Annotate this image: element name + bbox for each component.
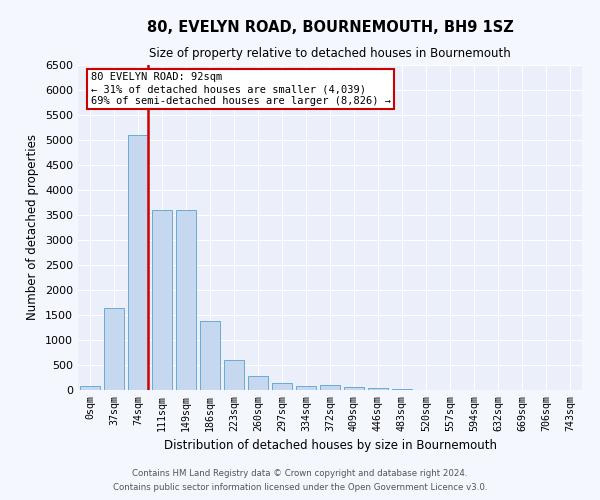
Bar: [272, 382, 292, 390]
Bar: [128, 135, 148, 390]
Bar: [176, 210, 196, 390]
Bar: [392, 388, 412, 390]
Bar: [224, 360, 244, 390]
Bar: [320, 385, 340, 390]
Bar: [296, 386, 316, 390]
Bar: [344, 387, 364, 390]
Bar: [104, 308, 124, 390]
Text: Contains public sector information licensed under the Open Government Licence v3: Contains public sector information licen…: [113, 484, 487, 492]
Bar: [200, 321, 220, 390]
Text: 80, EVELYN ROAD, BOURNEMOUTH, BH9 1SZ: 80, EVELYN ROAD, BOURNEMOUTH, BH9 1SZ: [146, 20, 514, 35]
Bar: [152, 210, 172, 390]
Bar: [368, 388, 388, 390]
Bar: [248, 376, 268, 390]
Text: 80 EVELYN ROAD: 92sqm
← 31% of detached houses are smaller (4,039)
69% of semi-d: 80 EVELYN ROAD: 92sqm ← 31% of detached …: [91, 72, 391, 106]
Y-axis label: Number of detached properties: Number of detached properties: [26, 134, 40, 320]
Text: Contains HM Land Registry data © Crown copyright and database right 2024.: Contains HM Land Registry data © Crown c…: [132, 468, 468, 477]
Bar: [80, 386, 100, 390]
X-axis label: Distribution of detached houses by size in Bournemouth: Distribution of detached houses by size …: [163, 439, 497, 452]
Text: Size of property relative to detached houses in Bournemouth: Size of property relative to detached ho…: [149, 48, 511, 60]
